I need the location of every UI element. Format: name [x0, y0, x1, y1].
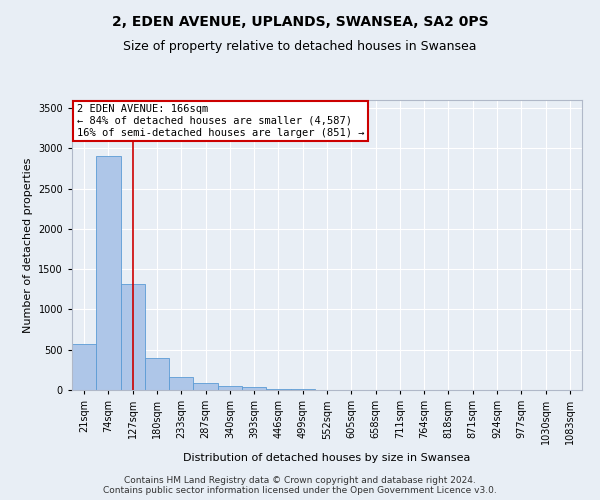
- Bar: [193, 383, 218, 390]
- Bar: [242, 387, 266, 390]
- Bar: [218, 386, 242, 390]
- Bar: [266, 389, 290, 390]
- Bar: [96, 156, 121, 390]
- Text: Size of property relative to detached houses in Swansea: Size of property relative to detached ho…: [123, 40, 477, 53]
- Bar: [121, 284, 145, 390]
- Text: 2 EDEN AVENUE: 166sqm
← 84% of detached houses are smaller (4,587)
16% of semi-d: 2 EDEN AVENUE: 166sqm ← 84% of detached …: [77, 104, 365, 138]
- Text: 2, EDEN AVENUE, UPLANDS, SWANSEA, SA2 0PS: 2, EDEN AVENUE, UPLANDS, SWANSEA, SA2 0P…: [112, 15, 488, 29]
- Bar: [145, 358, 169, 390]
- Y-axis label: Number of detached properties: Number of detached properties: [23, 158, 32, 332]
- Bar: [169, 377, 193, 390]
- Text: Contains HM Land Registry data © Crown copyright and database right 2024.
Contai: Contains HM Land Registry data © Crown c…: [103, 476, 497, 495]
- Bar: [72, 344, 96, 390]
- X-axis label: Distribution of detached houses by size in Swansea: Distribution of detached houses by size …: [184, 452, 470, 462]
